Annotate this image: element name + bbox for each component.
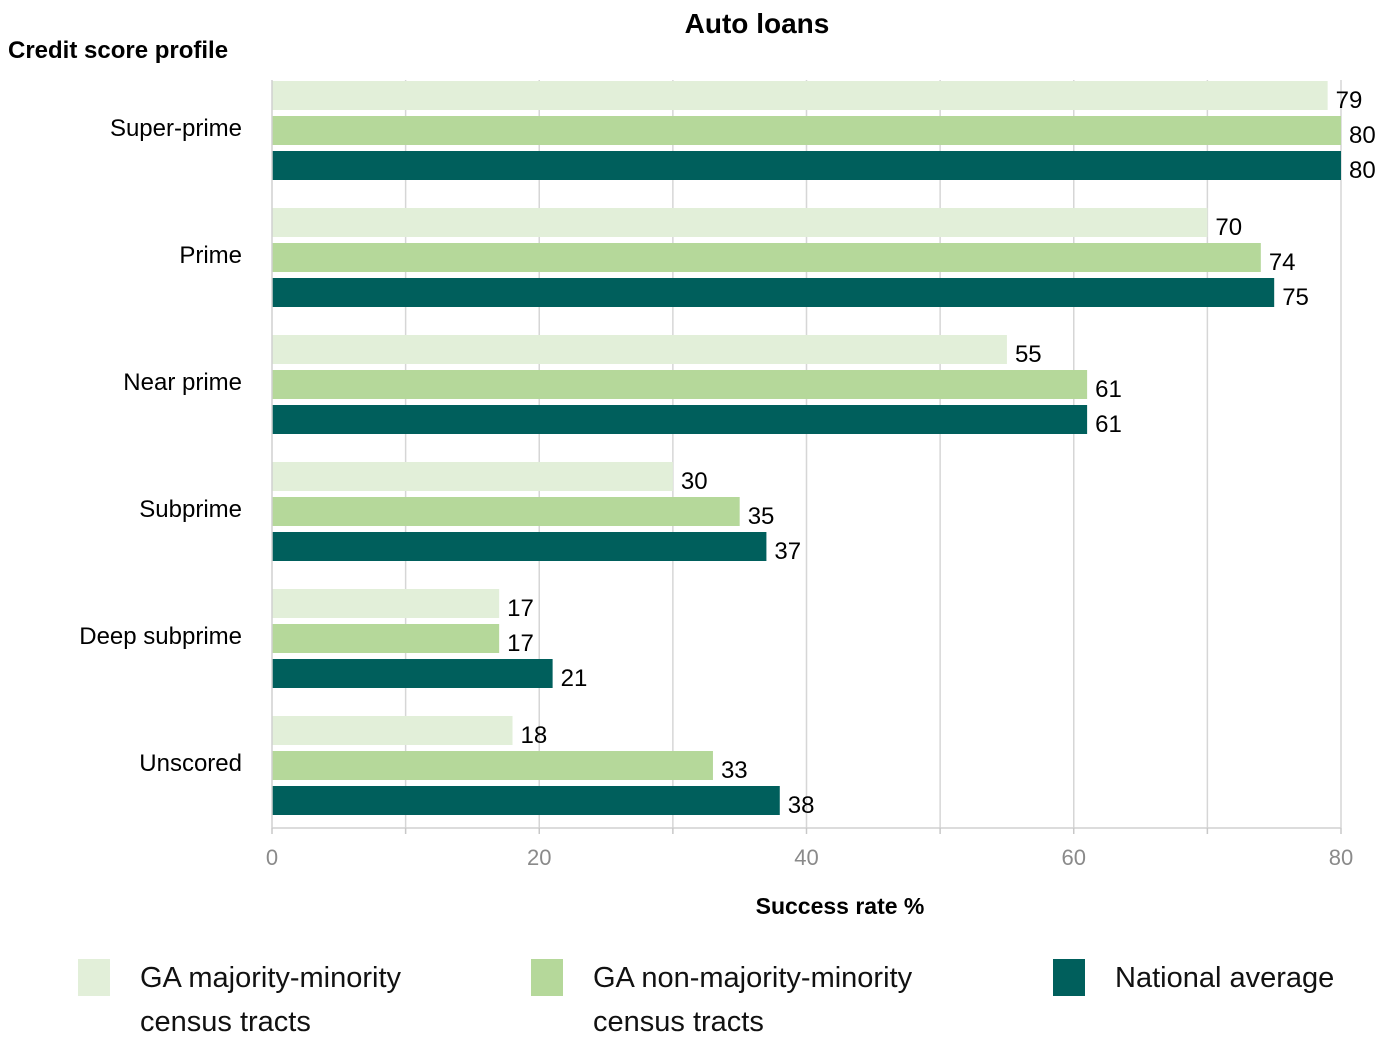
legend-label: National average bbox=[1115, 956, 1334, 1000]
category-label-deep-subprime: Deep subprime bbox=[79, 623, 242, 650]
data-label-prime-series-2: 74 bbox=[1269, 249, 1296, 276]
legend-label-line2: census tracts bbox=[593, 1006, 764, 1038]
x-tick-label: 80 bbox=[1329, 845, 1353, 870]
data-label-super-prime-series-3: 80 bbox=[1349, 157, 1376, 184]
gridlines bbox=[404, 80, 1342, 828]
bar-near-prime-series-3 bbox=[272, 405, 1088, 434]
bar-subprime-series-1 bbox=[272, 462, 673, 491]
category-label-unscored: Unscored bbox=[139, 750, 242, 777]
bar-unscored-series-2 bbox=[272, 751, 713, 780]
bar-subprime-series-3 bbox=[272, 532, 767, 561]
bar-near-prime-series-1 bbox=[272, 335, 1007, 364]
legend-swatch bbox=[78, 959, 110, 996]
data-label-unscored-series-2: 33 bbox=[721, 757, 748, 784]
x-tick-label: 60 bbox=[1062, 845, 1086, 870]
category-label-near-prime: Near prime bbox=[123, 369, 242, 396]
data-label-prime-series-3: 75 bbox=[1282, 284, 1309, 311]
legend-item-ga-majority-minority: GA majority-minority census tracts bbox=[78, 956, 401, 1044]
x-tick-label: 20 bbox=[527, 845, 551, 870]
x-tick-label: 40 bbox=[794, 845, 818, 870]
data-label-subprime-series-2: 35 bbox=[748, 503, 775, 530]
bar-super-prime-series-1 bbox=[272, 81, 1328, 110]
legend-swatch bbox=[531, 959, 563, 996]
data-label-prime-series-1: 70 bbox=[1215, 214, 1242, 241]
legend-label-line2: census tracts bbox=[140, 1006, 311, 1038]
bar-prime-series-3 bbox=[272, 278, 1275, 307]
bar-subprime-series-2 bbox=[272, 497, 740, 526]
data-label-subprime-series-3: 37 bbox=[774, 538, 801, 565]
data-label-near-prime-series-2: 61 bbox=[1095, 376, 1122, 403]
data-label-super-prime-series-1: 79 bbox=[1336, 87, 1363, 114]
bar-super-prime-series-3 bbox=[272, 151, 1341, 180]
legend-label-line1: GA majority-minority bbox=[140, 962, 402, 994]
x-tick-label: 0 bbox=[266, 845, 278, 870]
bar-deep-subprime-series-3 bbox=[272, 659, 553, 688]
category-label-prime: Prime bbox=[179, 242, 242, 269]
x-axis: 0 20 40 60 80 bbox=[266, 80, 1353, 870]
category-label-super-prime: Super-prime bbox=[110, 115, 242, 142]
bar-prime-series-2 bbox=[272, 243, 1261, 272]
legend-label: GA majority-minority census tracts bbox=[140, 956, 401, 1044]
data-label-deep-subprime-series-1: 17 bbox=[507, 595, 534, 622]
legend-label-line1: GA non-majority-minority bbox=[593, 962, 913, 994]
bars: Super-prime 79 80 80 Prime 70 74 75 Near prime 55… bbox=[79, 81, 1376, 819]
data-label-near-prime-series-3: 61 bbox=[1095, 411, 1122, 438]
legend: GA majority-minority census tracts GA no… bbox=[0, 956, 1391, 1040]
bar-deep-subprime-series-1 bbox=[272, 589, 500, 618]
legend-label: GA non-majority-minority census tracts bbox=[593, 956, 912, 1044]
category-label-subprime: Subprime bbox=[139, 496, 242, 523]
bar-chart: Auto loans Credit score profile Success … bbox=[8, 8, 1376, 919]
data-label-unscored-series-3: 38 bbox=[788, 792, 815, 819]
bar-unscored-series-1 bbox=[272, 716, 513, 745]
legend-swatch bbox=[1053, 959, 1085, 996]
bar-near-prime-series-2 bbox=[272, 370, 1088, 399]
data-label-deep-subprime-series-3: 21 bbox=[561, 665, 588, 692]
y-axis-title: Credit score profile bbox=[8, 37, 228, 64]
data-label-near-prime-series-1: 55 bbox=[1015, 341, 1042, 368]
data-label-unscored-series-1: 18 bbox=[521, 722, 548, 749]
legend-item-ga-non-majority-minority: GA non-majority-minority census tracts bbox=[531, 956, 912, 1044]
bar-unscored-series-3 bbox=[272, 786, 780, 815]
chart-title: Auto loans bbox=[685, 8, 830, 39]
x-axis-title: Success rate % bbox=[756, 893, 925, 919]
bar-prime-series-1 bbox=[272, 208, 1208, 237]
legend-item-national-average: National average bbox=[1053, 956, 1334, 1000]
data-label-subprime-series-1: 30 bbox=[681, 468, 708, 495]
data-label-super-prime-series-2: 80 bbox=[1349, 122, 1376, 149]
legend-label-line1: National average bbox=[1115, 962, 1335, 994]
bar-deep-subprime-series-2 bbox=[272, 624, 500, 653]
bar-super-prime-series-2 bbox=[272, 116, 1341, 145]
data-label-deep-subprime-series-2: 17 bbox=[507, 630, 534, 657]
